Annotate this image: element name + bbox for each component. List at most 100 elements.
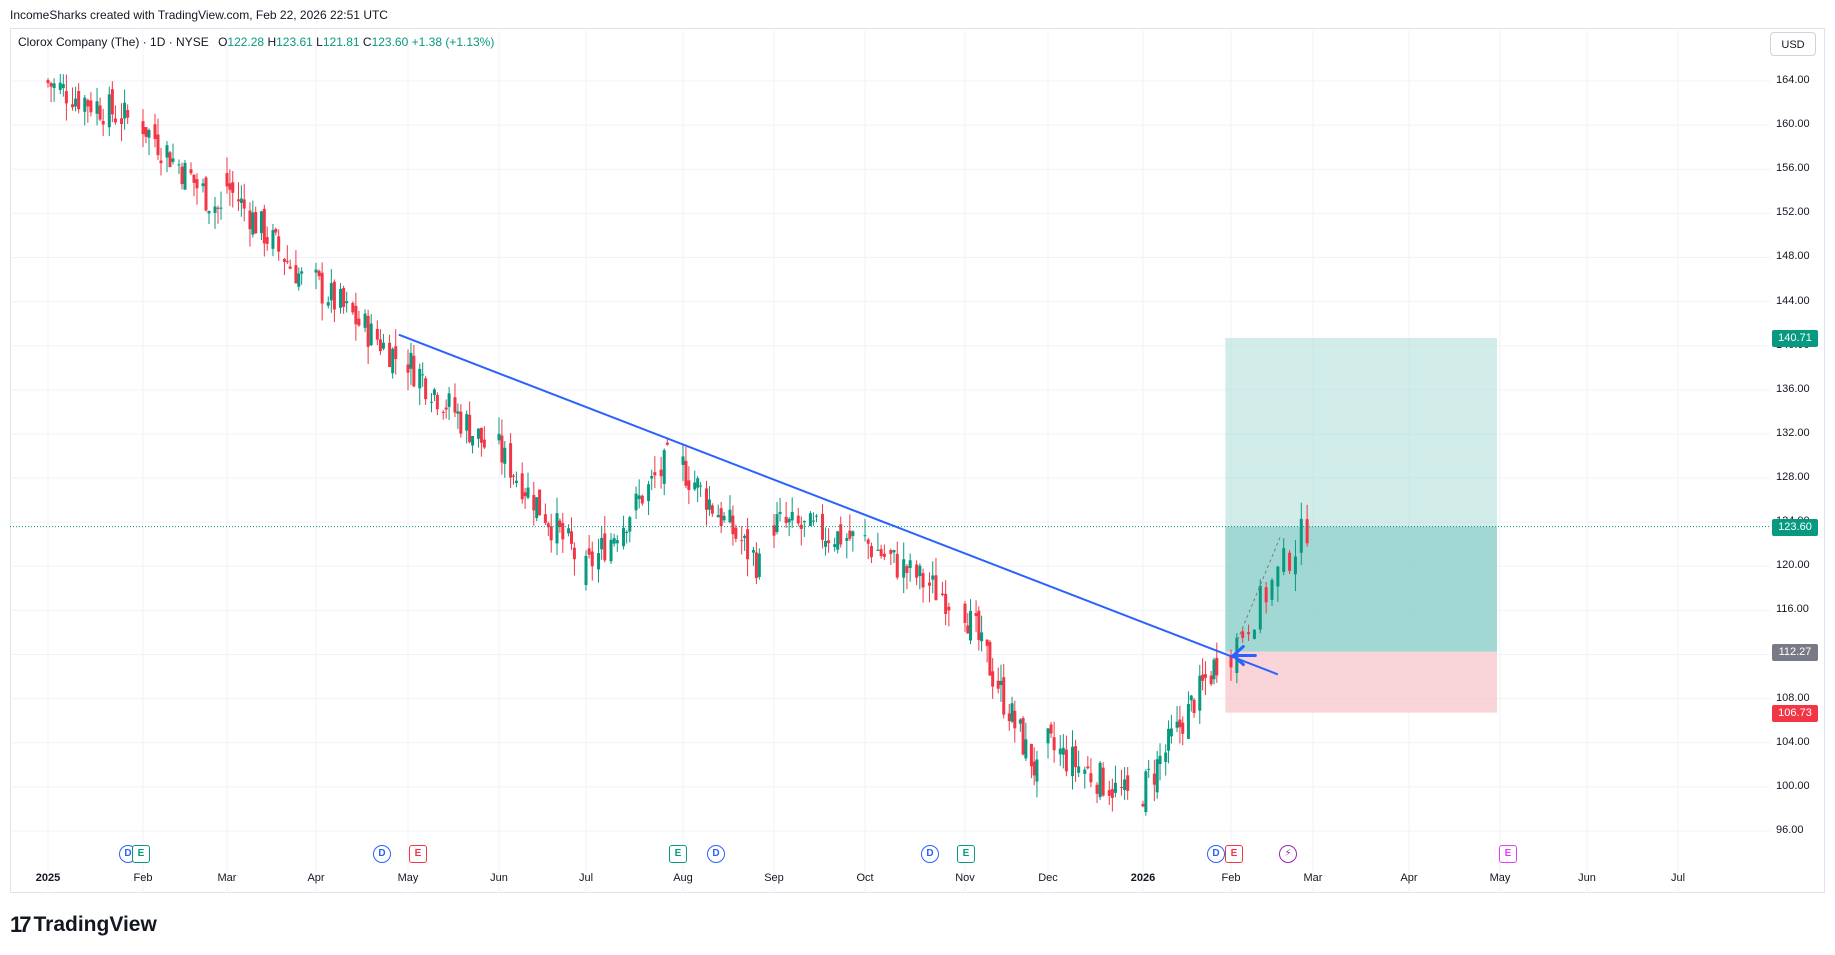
- candle-body: [1123, 779, 1127, 791]
- candle-body: [1010, 703, 1014, 722]
- split-marker-icon[interactable]: ⚡: [1279, 845, 1297, 863]
- candle-body: [317, 270, 321, 277]
- candle-body: [988, 641, 992, 676]
- candle-body: [468, 414, 472, 443]
- earnings-marker-icon[interactable]: E: [669, 845, 687, 863]
- candle-body: [740, 540, 744, 542]
- candle-body: [704, 488, 708, 510]
- candle-body: [532, 495, 536, 511]
- candle-body: [1101, 767, 1105, 796]
- candle-body: [876, 549, 880, 551]
- candle-body: [637, 495, 641, 500]
- candle-body: [74, 98, 78, 107]
- candle-body: [503, 447, 507, 464]
- candle-body: [332, 281, 336, 310]
- candle-body: [239, 198, 243, 203]
- candle-body: [1288, 552, 1292, 571]
- candle-body: [567, 528, 571, 534]
- candle-body: [696, 478, 700, 488]
- dividend-marker-icon[interactable]: D: [373, 845, 391, 863]
- candle-body: [1083, 769, 1087, 774]
- candle-body: [625, 531, 629, 534]
- candle-body: [1212, 659, 1216, 680]
- chart-pane[interactable]: [10, 28, 1825, 893]
- candle-body: [980, 632, 984, 642]
- candle-body: [895, 553, 899, 578]
- candle-body: [195, 179, 199, 189]
- candle-body: [866, 539, 870, 544]
- candle-body: [1155, 759, 1159, 793]
- candle-body: [665, 442, 669, 445]
- candle-body: [851, 531, 855, 537]
- candle-body: [1299, 518, 1303, 553]
- candle-body: [64, 91, 68, 104]
- earnings-marker-icon[interactable]: E: [1499, 845, 1517, 863]
- candle-body: [225, 173, 229, 187]
- candle-body: [120, 118, 124, 125]
- earnings-marker-icon[interactable]: E: [957, 845, 975, 863]
- candle-body: [388, 342, 392, 368]
- candle-body: [432, 389, 436, 395]
- candle-body: [833, 544, 837, 548]
- candle-body: [288, 266, 292, 269]
- tradingview-logo[interactable]: 17 TradingView: [10, 912, 157, 938]
- candle-body: [110, 89, 114, 115]
- candle-body: [497, 433, 501, 441]
- symbol-title[interactable]: Clorox Company (The) · 1D · NYSE: [18, 35, 209, 49]
- candle-body: [1110, 789, 1114, 798]
- candle-body: [476, 428, 480, 439]
- time-axis-label: 2026: [1130, 872, 1156, 884]
- position-dashed-line: [1234, 536, 1281, 646]
- candle-body: [1126, 775, 1130, 791]
- earnings-marker-icon[interactable]: E: [1225, 845, 1243, 863]
- open-label: O: [218, 35, 228, 49]
- candle-body: [662, 450, 666, 484]
- candle-body: [808, 513, 812, 526]
- price-tick-label: 96.00: [1776, 824, 1804, 836]
- candle-body: [354, 305, 358, 325]
- candle-body: [512, 475, 515, 477]
- candle-body: [1241, 631, 1245, 638]
- candle-body: [285, 261, 289, 263]
- dividend-marker-icon[interactable]: D: [921, 845, 939, 863]
- time-axis-label: Jun: [490, 872, 508, 884]
- candle-body: [538, 489, 542, 516]
- candle-body: [216, 207, 220, 209]
- candle-body: [159, 160, 163, 164]
- candle-body: [775, 514, 779, 533]
- earnings-marker-icon[interactable]: E: [132, 845, 150, 863]
- price-tick-label: 104.00: [1776, 735, 1810, 748]
- candle-body: [928, 582, 932, 586]
- candle-body: [1293, 556, 1297, 575]
- dividend-marker-icon[interactable]: D: [1207, 845, 1225, 863]
- candle-body: [1181, 722, 1185, 734]
- price-tick-label: 120.00: [1776, 559, 1810, 572]
- candle-body: [339, 288, 343, 308]
- candle-body: [378, 339, 382, 352]
- candle-body: [722, 515, 726, 521]
- candle-body: [144, 127, 148, 137]
- candle-body: [141, 121, 145, 135]
- candle-body: [799, 524, 803, 529]
- candle-body: [126, 110, 130, 118]
- candle-body: [180, 166, 184, 185]
- time-axis-label: Jul: [1670, 872, 1686, 884]
- candle-body: [265, 237, 269, 244]
- candle-body: [707, 499, 711, 510]
- candle-body: [879, 549, 883, 557]
- candle-body: [836, 531, 840, 550]
- time-axis-label: Jun: [1578, 872, 1596, 884]
- candle-body: [435, 394, 439, 410]
- dividend-marker-icon[interactable]: D: [707, 845, 725, 863]
- entry-arrow-icon: [1231, 645, 1257, 667]
- candle-body: [482, 439, 486, 448]
- earnings-marker-icon[interactable]: E: [409, 845, 427, 863]
- currency-button[interactable]: USD: [1770, 32, 1816, 56]
- candle-body: [101, 120, 105, 125]
- candle-body: [796, 515, 800, 524]
- candle-body: [811, 520, 815, 522]
- candle-body: [734, 527, 738, 539]
- candle-body: [520, 473, 524, 500]
- price-tick-label: 156.00: [1776, 162, 1810, 175]
